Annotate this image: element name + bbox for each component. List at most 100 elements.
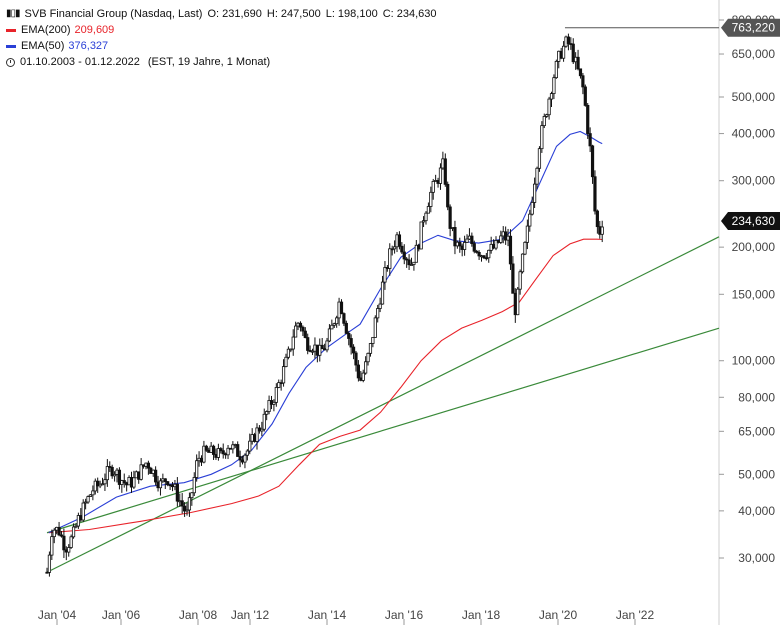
candle-body — [561, 45, 566, 59]
price-candle — [265, 410, 269, 421]
price-candle — [409, 257, 414, 266]
candle-body — [448, 206, 452, 229]
candle-body — [255, 427, 259, 442]
price-candle — [67, 544, 71, 557]
price-candle — [528, 209, 532, 232]
candle-body — [393, 246, 397, 250]
candle-body — [306, 337, 310, 351]
candle-body — [110, 466, 114, 477]
candle-body — [465, 238, 469, 243]
price-candle — [549, 91, 554, 108]
candle-body — [219, 448, 223, 452]
price-candle — [368, 342, 373, 357]
chart-legend: ▮▯▮ SVB Financial Group (Nasdaq, Last) O… — [6, 6, 442, 70]
candle-body — [71, 526, 76, 538]
price-candle — [578, 68, 583, 79]
price-candle — [195, 454, 199, 482]
legend-high: H: 247,500 — [266, 8, 321, 20]
candle-body — [88, 494, 93, 497]
candle-body — [202, 445, 206, 463]
candle-body — [453, 227, 457, 247]
price-candle — [182, 502, 187, 517]
candle-body — [571, 43, 575, 63]
price-candle — [535, 166, 539, 190]
candle-body — [494, 240, 498, 249]
candle-body — [284, 356, 288, 367]
price-candle — [429, 186, 433, 213]
candle-body — [349, 338, 353, 348]
price-candle — [405, 257, 409, 268]
candle-body — [383, 267, 387, 283]
price-candle — [484, 252, 488, 261]
candle-body — [581, 75, 585, 88]
y-tick-label: 200,000 — [732, 240, 776, 254]
x-tick-label: Jan '22 — [616, 608, 655, 622]
price-candle — [291, 329, 295, 356]
candle-body — [59, 534, 64, 537]
price-candle — [262, 408, 266, 432]
price-candle — [243, 453, 247, 469]
legend-close: C: 234,630 — [382, 8, 437, 20]
price-candle — [236, 441, 240, 457]
x-axis: Jan '04 Jan '06 Jan '08 Jan '12 Jan '14 Jan '… — [38, 608, 655, 625]
price-candle — [380, 275, 385, 305]
price-candle — [294, 321, 298, 338]
x-tick-label: Jan '06 — [102, 608, 141, 622]
price-candle — [482, 255, 486, 260]
candle-body — [84, 501, 88, 504]
x-tick-label: Jan '08 — [179, 608, 218, 622]
candle-body — [320, 344, 324, 350]
price-candle — [354, 350, 358, 372]
price-candle — [163, 478, 167, 489]
price-candle — [139, 458, 143, 481]
price-candle — [59, 530, 64, 538]
candle-body — [158, 480, 163, 489]
candle-body — [76, 515, 80, 527]
price-candle — [371, 337, 375, 348]
candle-body — [226, 447, 230, 456]
candle-body — [542, 116, 546, 127]
price-candle — [238, 450, 242, 468]
price-candle — [472, 240, 476, 254]
price-candle — [335, 315, 339, 328]
candle-body — [332, 323, 336, 326]
candle-body — [50, 536, 54, 556]
candle-body — [600, 226, 604, 235]
price-candle — [202, 440, 206, 464]
candle-body — [117, 469, 122, 485]
price-candle — [286, 346, 290, 360]
price-candle — [414, 240, 418, 263]
candle-body — [344, 322, 348, 334]
price-candle — [84, 498, 88, 510]
candle-body — [330, 324, 334, 330]
price-candle — [219, 447, 223, 454]
price-candle — [76, 512, 80, 529]
candle-body — [402, 251, 406, 260]
price-candle — [419, 221, 423, 250]
candle-body — [267, 400, 271, 412]
candle-body — [528, 213, 532, 227]
legend-ema200-row: EMA(200) 209,609 — [6, 22, 442, 38]
candle-body — [364, 361, 368, 374]
price-candle — [204, 444, 208, 452]
candle-body — [274, 387, 278, 403]
price-candle — [378, 297, 382, 313]
candle-body — [163, 478, 167, 483]
price-candle — [103, 473, 107, 491]
legend-ema200-value: 209,609 — [74, 24, 115, 36]
candle-body — [231, 444, 235, 450]
price-candle — [504, 226, 508, 245]
price-candle — [281, 359, 286, 387]
y-tick-label: 30,000 — [738, 551, 775, 565]
price-candle — [344, 320, 348, 335]
y-tick-label: 150,000 — [732, 287, 776, 301]
candle-body — [499, 235, 503, 243]
x-tick-label: Jan '14 — [308, 608, 347, 622]
candle-body — [595, 210, 599, 228]
candle-body — [397, 234, 402, 247]
price-candle — [540, 121, 544, 153]
candle-body — [298, 322, 303, 328]
price-candle — [511, 256, 515, 294]
candle-body — [405, 258, 409, 261]
